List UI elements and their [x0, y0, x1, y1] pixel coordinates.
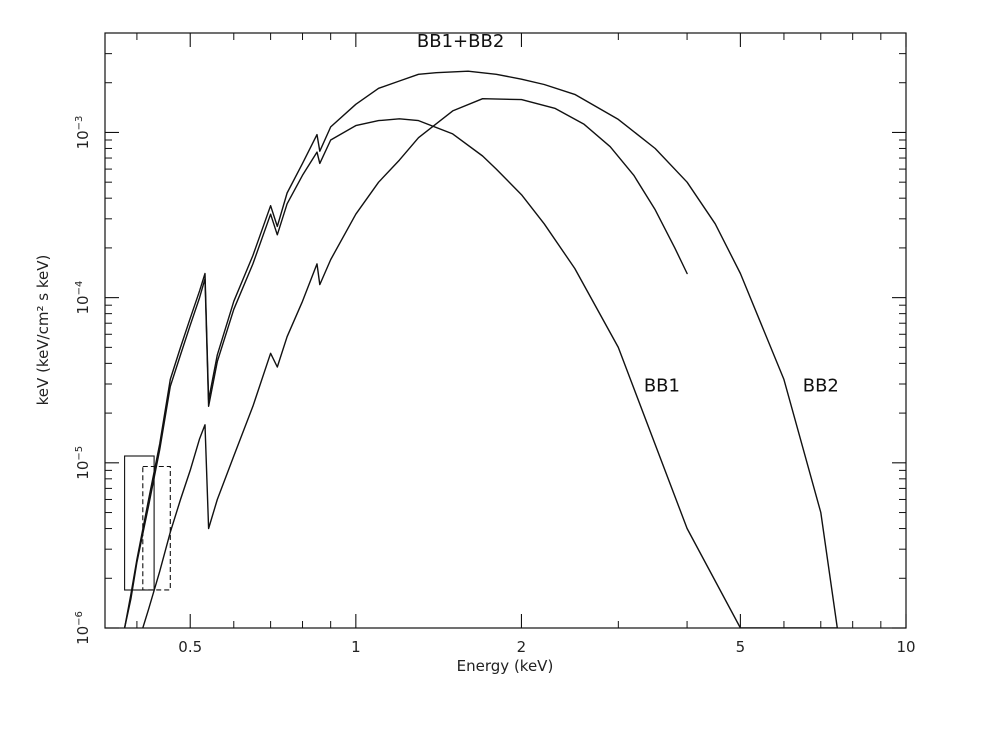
- curve-label-2: BB1: [644, 376, 680, 397]
- y-tick-label: 10−3: [74, 116, 92, 150]
- x-tick-label: 2: [517, 638, 527, 656]
- series-line-3: [123, 118, 838, 628]
- y-tick-label: 10−5: [74, 446, 92, 480]
- y-axis-title: keV (keV/cm² s keV): [34, 255, 52, 406]
- x-axis-title: Energy (keV): [457, 657, 554, 675]
- curve-label-1: BB1+BB2: [417, 31, 504, 52]
- x-tick-label: 1: [351, 638, 361, 656]
- series-line-1: [123, 70, 838, 628]
- x-tick-label: 0.5: [178, 638, 202, 656]
- curve-label-3: BB2: [803, 376, 839, 397]
- low-energy-box-2: [142, 465, 171, 591]
- low-energy-box-1: [124, 455, 155, 591]
- series-line-2: [142, 98, 688, 628]
- plot-area: [123, 70, 838, 628]
- x-tick-label: 10: [896, 638, 915, 656]
- plot-frame: [104, 32, 907, 629]
- axis-ticks: 0.5 1 2 5 10 10−6 10−5 10−4 10−3: [74, 32, 916, 656]
- y-tick-label: 10−4: [74, 281, 92, 315]
- y-tick-label: 10−6: [74, 611, 92, 645]
- curve-labels: BB1+BB2 BB1 BB2: [417, 31, 839, 397]
- x-tick-label: 5: [736, 638, 746, 656]
